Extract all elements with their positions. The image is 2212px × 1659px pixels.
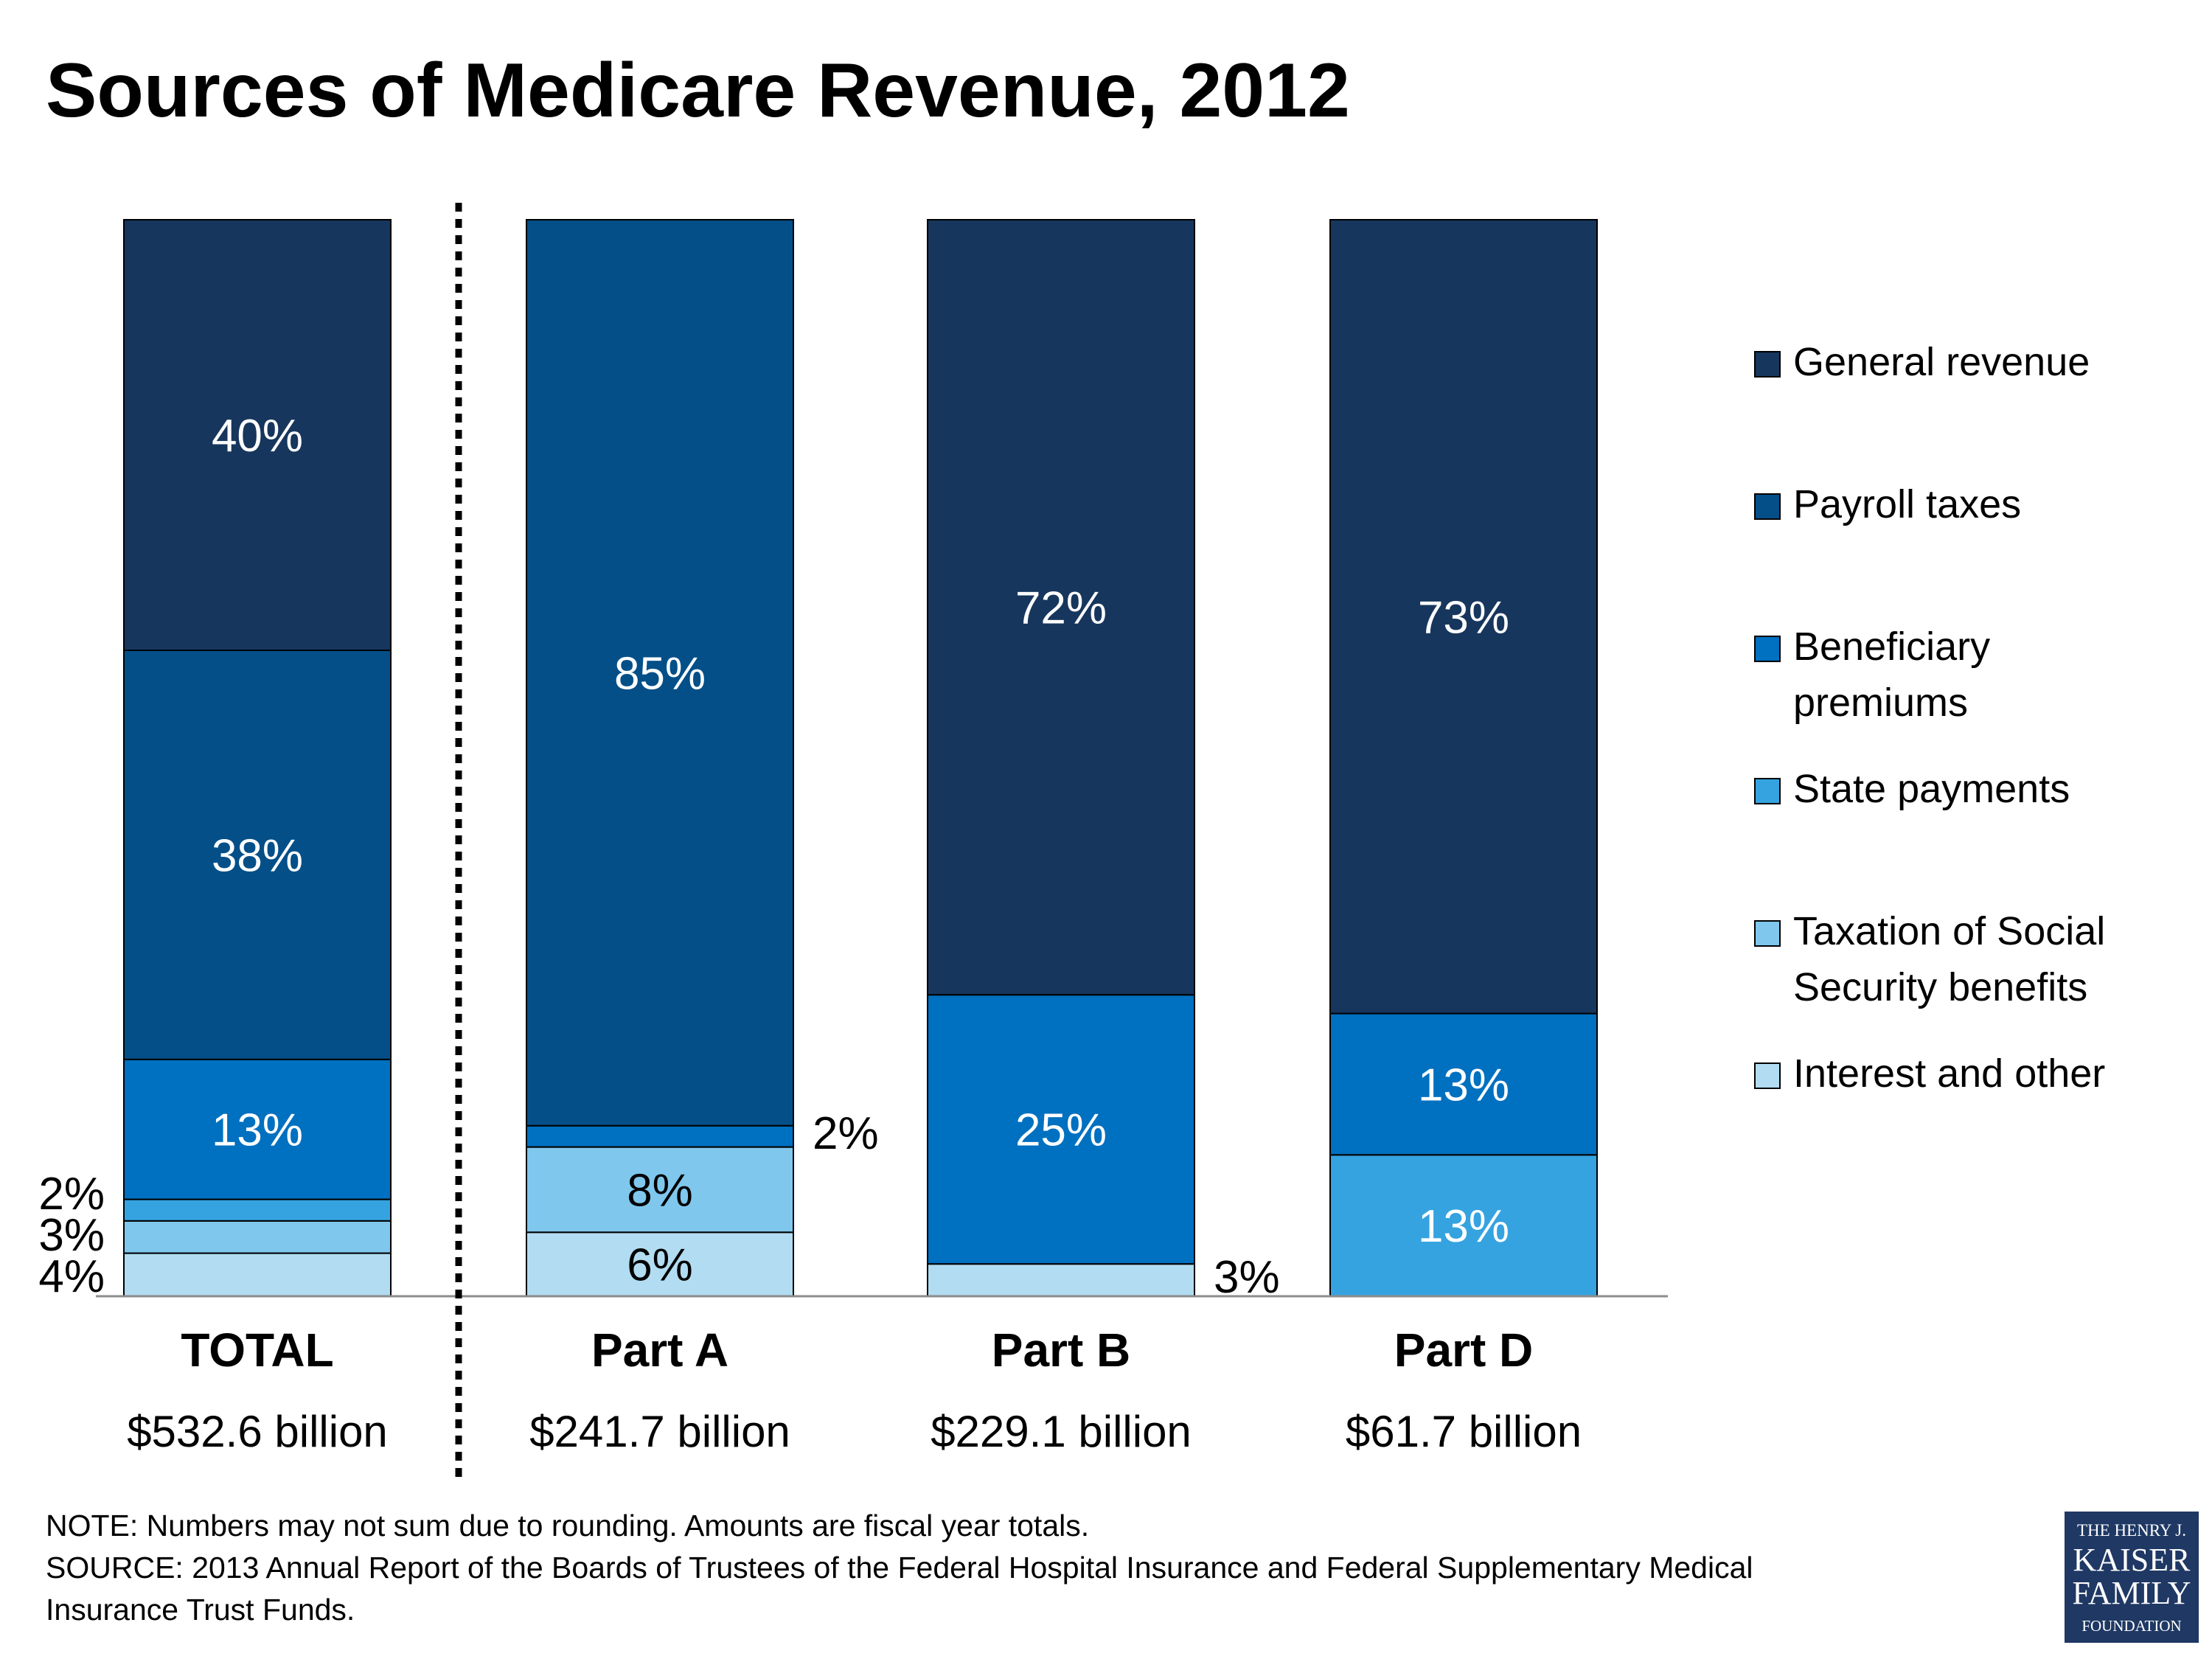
data-label-total-state-payments: 2% (38, 1169, 105, 1220)
bar-part-d-general-revenue (1329, 219, 1598, 1015)
bar-total-interest-and-other (123, 1252, 392, 1297)
bar-total-taxation-of-social-security-benefits (123, 1220, 392, 1254)
segment-labels-group: 4%3%2%13%38%40%6%8%2%85%3%25%72%13%13%73… (38, 411, 1509, 1303)
legend-label-beneficiary-premiums: Beneficiary (1793, 625, 1990, 669)
data-label-part-b-beneficiary-premiums: 25% (1015, 1105, 1107, 1156)
bar-total-beneficiary-premiums (123, 1058, 392, 1200)
category-total-part-d: $61.7 billion (1346, 1407, 1582, 1456)
source-line-2: Insurance Trust Funds. (46, 1593, 355, 1627)
bar-total-payroll-taxes (123, 650, 392, 1060)
data-label-total-payroll-taxes: 38% (212, 830, 303, 881)
source-line-1: SOURCE: 2013 Annual Report of the Boards… (46, 1551, 1753, 1585)
category-label-part-a: Part A (591, 1324, 728, 1377)
legend-label-payroll-taxes: Payroll taxes (1793, 482, 2021, 526)
legend-swatch-state-payments (1754, 778, 1781, 804)
logo-line-4: FOUNDATION (2081, 1617, 2181, 1635)
data-label-part-a-interest-and-other: 6% (627, 1240, 693, 1291)
legend-label-taxation-of-social-security-benefits: Taxation of Social (1793, 909, 2105, 953)
legend-swatch-interest-and-other (1754, 1062, 1781, 1089)
bar-part-b-general-revenue (927, 219, 1195, 996)
category-label-part-d: Part D (1394, 1324, 1534, 1377)
legend-label-taxation-of-social-security-benefits-line-2: Security benefits (1793, 965, 2087, 1009)
legend-label-beneficiary-premiums-line-2: premiums (1793, 681, 1968, 725)
logo-line-2: KAISER (2073, 1542, 2191, 1578)
bars-group (123, 219, 1598, 1298)
legend-label-interest-and-other: Interest and other (1793, 1051, 2105, 1096)
bar-part-d-beneficiary-premiums (1329, 1012, 1598, 1156)
legend-swatch-general-revenue (1754, 351, 1781, 378)
logo-line-1: THE HENRY J. (2077, 1521, 2186, 1540)
data-label-total-beneficiary-premiums: 13% (212, 1105, 303, 1156)
bar-part-b-beneficiary-premiums (927, 994, 1195, 1265)
data-label-total-interest-and-other: 4% (38, 1251, 105, 1302)
data-label-total-general-revenue: 40% (212, 411, 303, 462)
data-label-part-d-state-payments: 13% (1418, 1201, 1509, 1252)
note-line-1: NOTE: Numbers may not sum due to roundin… (46, 1509, 1089, 1543)
data-label-part-d-beneficiary-premiums: 13% (1418, 1060, 1509, 1110)
kaiser-logo: THE HENRY J. KAISER FAMILY FOUNDATION (2065, 1512, 2199, 1643)
data-label-part-a-beneficiary-premiums: 2% (813, 1108, 879, 1159)
bar-total-general-revenue (123, 219, 392, 651)
legend-label-state-payments: State payments (1793, 767, 2070, 811)
data-label-part-d-general-revenue: 73% (1418, 592, 1509, 643)
bar-part-a-taxation-of-social-security-benefits (526, 1146, 794, 1234)
data-label-total-taxation-of-social-security-benefits: 3% (38, 1210, 105, 1261)
data-label-part-a-taxation-of-social-security-benefits: 8% (627, 1165, 693, 1216)
data-label-part-a-payroll-taxes: 85% (614, 648, 706, 699)
category-label-part-b: Part B (992, 1324, 1131, 1377)
logo-line-3: FAMILY (2072, 1575, 2191, 1611)
category-total-total: $532.6 billion (127, 1407, 388, 1456)
chart-title: Sources of Medicare Revenue, 2012 (46, 48, 1350, 133)
legend-swatch-beneficiary-premiums (1754, 636, 1781, 662)
legend: General revenue Payroll taxes Beneficiary p… (1754, 340, 2105, 1096)
data-label-part-b-general-revenue: 72% (1015, 583, 1107, 634)
category-labels-group: TOTAL $532.6 billion Part A $241.7 billion P… (127, 1324, 1582, 1456)
legend-swatch-taxation-of-social-security-benefits (1754, 920, 1781, 947)
category-total-part-a: $241.7 billion (529, 1407, 790, 1456)
bar-part-a-payroll-taxes (526, 219, 794, 1127)
bar-part-b-interest-and-other (927, 1263, 1195, 1297)
notes: NOTE: Numbers may not sum due to roundin… (46, 1509, 1753, 1627)
legend-swatch-payroll-taxes (1754, 493, 1781, 520)
category-total-part-b: $229.1 billion (931, 1407, 1192, 1456)
bar-total-state-payments (123, 1198, 392, 1222)
legend-label-general-revenue: General revenue (1793, 340, 2090, 384)
category-label-total: TOTAL (181, 1324, 333, 1377)
data-label-part-b-interest-and-other: 3% (1214, 1252, 1280, 1303)
bar-part-a-beneficiary-premiums (526, 1124, 794, 1148)
